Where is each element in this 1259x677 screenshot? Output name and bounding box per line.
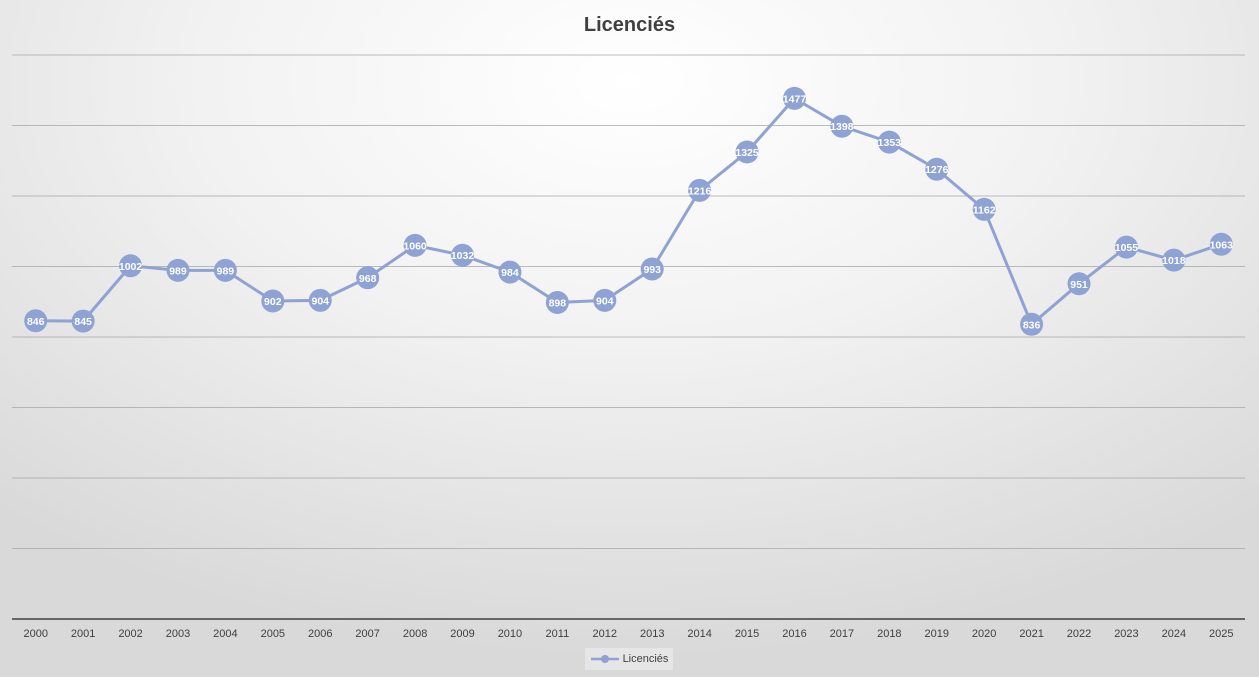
data-label: 836 (1023, 319, 1041, 331)
data-label: 1162 (973, 204, 996, 216)
data-labels-group: 846 845 1002 989 989 902 904 968 1060 1032 984 898 9… (27, 93, 1233, 331)
data-label: 1276 (925, 164, 949, 176)
data-point (972, 197, 996, 221)
data-label: 904 (311, 295, 329, 307)
data-point (782, 86, 806, 110)
x-tick-label: 2025 (1209, 628, 1233, 640)
x-tick-label: 2017 (830, 628, 854, 640)
data-point (1162, 248, 1186, 272)
x-tick-label: 2006 (308, 628, 332, 640)
data-label: 1477 (783, 93, 807, 105)
data-point (261, 289, 285, 313)
x-tick-label: 2002 (118, 628, 142, 640)
x-tick-label: 2011 (546, 628, 570, 640)
data-label: 1002 (119, 261, 143, 273)
legend-entry-label: Licenciés (622, 653, 669, 665)
data-point (545, 290, 569, 314)
data-point (451, 243, 475, 267)
data-point (498, 260, 522, 284)
data-point (403, 233, 427, 257)
data-label: 846 (27, 316, 45, 328)
data-point (166, 258, 190, 282)
data-label: 902 (264, 296, 282, 308)
chart-title: Licenciés (583, 14, 676, 36)
data-label: 845 (74, 316, 92, 328)
x-tick-label: 2009 (450, 628, 474, 640)
x-tick-label: 2021 (1019, 628, 1043, 640)
data-label: 904 (596, 295, 614, 307)
legend: Licenciés (585, 648, 673, 670)
data-label: 1063 (1210, 239, 1234, 251)
data-point (1114, 235, 1138, 259)
data-label: 1060 (403, 240, 427, 252)
data-label: 993 (643, 264, 661, 276)
x-tick-label: 2000 (23, 628, 47, 640)
data-label: 989 (169, 265, 187, 277)
data-label: 1055 (1115, 242, 1139, 254)
series-line (35, 96, 1222, 326)
x-tick-label: 2024 (1162, 628, 1186, 640)
data-point (308, 288, 332, 312)
data-point (735, 140, 759, 164)
x-tick-label: 2001 (71, 628, 95, 640)
data-point (71, 309, 95, 333)
x-tick-label: 2013 (640, 628, 664, 640)
data-label: 898 (549, 297, 567, 309)
x-tick-label: 2012 (593, 628, 617, 640)
data-point (1020, 312, 1044, 336)
x-tick-label: 2010 (498, 628, 522, 640)
x-tick-label: 2014 (687, 628, 711, 640)
data-label: 951 (1070, 279, 1088, 291)
data-point (877, 130, 901, 154)
data-label: 1216 (688, 185, 712, 197)
data-point (688, 178, 712, 202)
data-label: 989 (217, 265, 235, 277)
x-tick-label: 2005 (261, 628, 285, 640)
x-tick-label: 2018 (877, 628, 901, 640)
x-tick-label: 2022 (1067, 628, 1091, 640)
x-tick-label: 2023 (1114, 628, 1138, 640)
data-point (119, 254, 143, 278)
series-line-group (35, 96, 1222, 326)
data-point (830, 114, 854, 138)
legend-line-marker-icon (590, 655, 619, 663)
data-label: 1398 (830, 121, 854, 133)
x-axis: 2000 2001 2002 2003 2004 2005 2006 2007 2008 2009… (12, 618, 1245, 640)
x-tick-label: 2020 (972, 628, 996, 640)
data-point (593, 288, 617, 312)
markers-group (24, 86, 1233, 336)
data-point (1209, 232, 1233, 256)
data-label: 1353 (878, 137, 902, 149)
data-label: 1325 (735, 147, 759, 159)
x-tick-label: 2016 (782, 628, 806, 640)
data-point (356, 266, 380, 290)
x-tick-label: 2019 (925, 628, 949, 640)
data-label: 984 (501, 267, 519, 279)
data-point (1067, 272, 1091, 296)
data-point (640, 257, 664, 281)
x-tick-label: 2007 (355, 628, 379, 640)
data-point (24, 309, 48, 333)
data-label: 968 (359, 273, 377, 285)
x-tick-label: 2015 (735, 628, 759, 640)
x-tick-label: 2004 (213, 628, 237, 640)
data-label: 1018 (1162, 255, 1186, 267)
x-tick-label: 2003 (166, 628, 190, 640)
data-label: 1032 (451, 250, 475, 262)
data-point (925, 157, 949, 181)
gridlines (12, 54, 1245, 549)
x-tick-label: 2008 (403, 628, 427, 640)
data-point (213, 258, 237, 282)
